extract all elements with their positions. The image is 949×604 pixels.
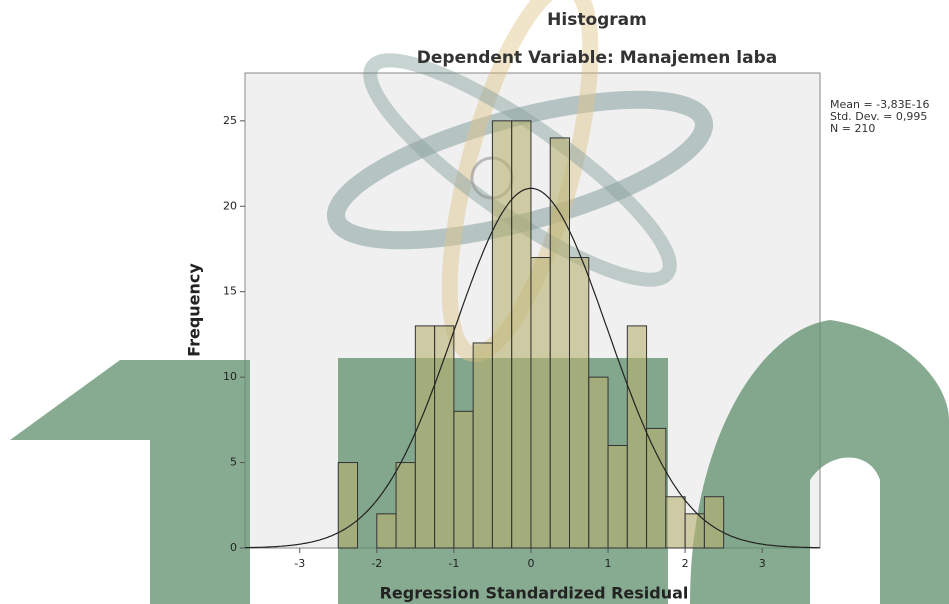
- y-tick-label: 5: [230, 456, 237, 469]
- y-tick-label: 25: [223, 114, 237, 127]
- bar: [646, 427, 667, 549]
- bar: [626, 325, 648, 549]
- bar: [395, 462, 416, 549]
- bar: [703, 496, 725, 549]
- chart-title: Histogram: [547, 10, 647, 30]
- bar: [337, 462, 359, 549]
- chart-subtitle: Dependent Variable: Manajemen laba: [417, 48, 777, 68]
- x-axis-label: Regression Standardized Residual: [380, 584, 689, 603]
- x-tick-label: -2: [371, 557, 382, 570]
- bar: [549, 137, 570, 549]
- stat-label: N = 210: [830, 122, 875, 135]
- bar: [453, 410, 474, 549]
- y-tick-label: 0: [230, 541, 237, 554]
- bar: [684, 513, 705, 549]
- bar: [665, 496, 686, 549]
- x-tick-label: -1: [448, 557, 459, 570]
- x-tick-label: 2: [682, 557, 689, 570]
- bar: [568, 257, 590, 549]
- y-axis-label: Frequency: [185, 263, 204, 357]
- bar: [511, 120, 532, 549]
- x-tick-label: 0: [527, 557, 534, 570]
- bar: [588, 376, 609, 549]
- y-tick-label: 20: [223, 199, 237, 212]
- x-tick-label: 1: [605, 557, 612, 570]
- y-tick-label: 15: [223, 285, 237, 298]
- normal-curve: [244, 187, 820, 549]
- bar: [491, 120, 513, 549]
- y-tick-label: 10: [223, 370, 237, 383]
- bar: [530, 257, 551, 549]
- bar: [376, 513, 397, 549]
- bar: [414, 325, 436, 549]
- bar: [607, 444, 628, 549]
- bar: [472, 342, 493, 549]
- stat-label: Mean = -3,83E-16: [830, 98, 930, 111]
- x-tick-label: -3: [294, 557, 305, 570]
- stat-label: Std. Dev. = 0,995: [830, 110, 927, 123]
- x-tick-label: 3: [759, 557, 766, 570]
